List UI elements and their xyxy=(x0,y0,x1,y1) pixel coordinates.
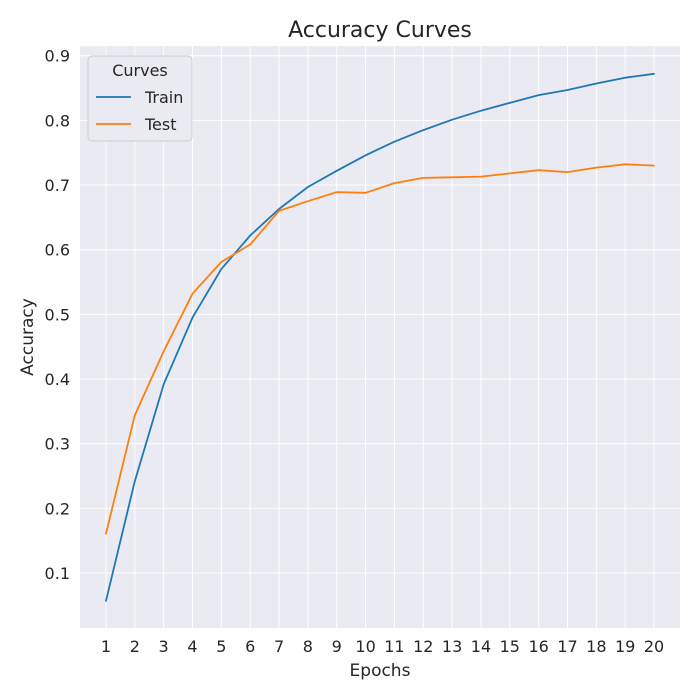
x-tick-label: 13 xyxy=(442,637,462,656)
x-tick-label: 9 xyxy=(332,637,342,656)
legend-title: Curves xyxy=(112,61,168,80)
x-tick-label: 14 xyxy=(471,637,491,656)
x-tick-label: 17 xyxy=(557,637,577,656)
x-tick-label: 10 xyxy=(355,637,375,656)
legend-label-test: Test xyxy=(144,115,177,134)
x-tick-label: 18 xyxy=(586,637,606,656)
x-tick-label: 3 xyxy=(159,637,169,656)
chart-title: Accuracy Curves xyxy=(288,18,472,43)
x-axis-label: Epochs xyxy=(350,661,411,681)
legend-label-train: Train xyxy=(144,88,183,107)
x-tick-label: 5 xyxy=(216,637,226,656)
y-tick-label: 0.3 xyxy=(45,435,70,454)
grid-layer xyxy=(80,46,680,628)
y-tick-label: 0.9 xyxy=(45,47,70,66)
x-tick-label: 20 xyxy=(644,637,664,656)
x-tick-label: 2 xyxy=(130,637,140,656)
series-line-test xyxy=(105,163,655,535)
x-tick-label: 4 xyxy=(187,637,197,656)
y-tick-label: 0.2 xyxy=(45,499,70,518)
x-tick-label: 8 xyxy=(303,637,313,656)
x-tick-label: 11 xyxy=(384,637,404,656)
x-tick-label: 1 xyxy=(101,637,111,656)
y-axis-label: Accuracy xyxy=(18,298,38,376)
y-tick-label: 0.1 xyxy=(45,564,70,583)
plot-area xyxy=(80,46,680,628)
x-tick-label: 16 xyxy=(528,637,548,656)
y-tick-label: 0.5 xyxy=(45,305,70,324)
y-tick-label: 0.6 xyxy=(45,241,70,260)
tick-layer: 1 2 3 4 5 6 7 8 9 10 11 12 13 14 15 16 17 18 19 200.10.20.3… xyxy=(45,47,665,656)
y-tick-label: 0.8 xyxy=(45,111,70,130)
x-tick-label: 6 xyxy=(245,637,255,656)
legend: Curves Train Test xyxy=(87,55,193,142)
series-line-train xyxy=(105,72,655,602)
legend-items: Train Test xyxy=(96,88,183,134)
x-tick-label: 12 xyxy=(413,637,433,656)
series-layer xyxy=(105,72,655,602)
legend-box xyxy=(87,55,193,142)
x-tick-label: 15 xyxy=(500,637,520,656)
x-tick-label: 19 xyxy=(615,637,635,656)
y-tick-label: 0.4 xyxy=(45,370,70,389)
x-tick-label: 7 xyxy=(274,637,284,656)
y-tick-label: 0.7 xyxy=(45,176,70,195)
